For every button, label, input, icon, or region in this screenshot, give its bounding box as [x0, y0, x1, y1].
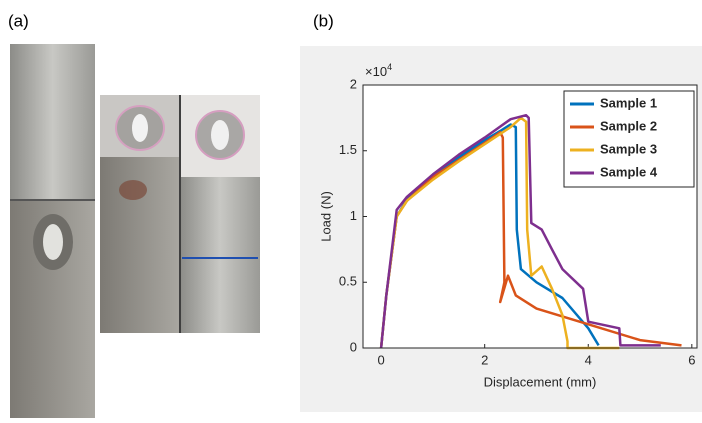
y-tick-label: 1.5	[339, 142, 357, 157]
y-axis-label: Load (N)	[318, 191, 333, 242]
y-tick-label: 0	[350, 339, 357, 354]
y-tick-label: 0.5	[339, 274, 357, 289]
legend-label: Sample 3	[600, 141, 657, 156]
plot-frame	[362, 84, 698, 349]
multiplier-exponent: 4	[387, 62, 392, 72]
y-multiplier: ×104	[365, 62, 392, 79]
panel-label: (a)	[8, 11, 29, 30]
legend-label: Sample 2	[600, 118, 657, 133]
legend-label: Sample 4	[600, 164, 658, 179]
y-tick-label: 2	[350, 76, 357, 91]
x-tick-label: 2	[481, 352, 488, 367]
x-tick-label: 0	[378, 352, 385, 367]
panel-label: (b)	[313, 11, 334, 30]
legend-box	[563, 90, 695, 188]
x-tick-label: 4	[585, 352, 592, 367]
photo-single-specimen	[10, 44, 95, 418]
series-line	[379, 116, 620, 350]
photo-specimen-pair	[100, 95, 260, 333]
y-tick-label: 1	[350, 208, 357, 223]
multiplier-base: ×10	[365, 64, 387, 79]
series-line	[379, 113, 661, 349]
x-tick-label: 6	[688, 352, 695, 367]
legend-label: Sample 1	[600, 95, 657, 110]
x-axis-label: Displacement (mm)	[484, 374, 597, 389]
